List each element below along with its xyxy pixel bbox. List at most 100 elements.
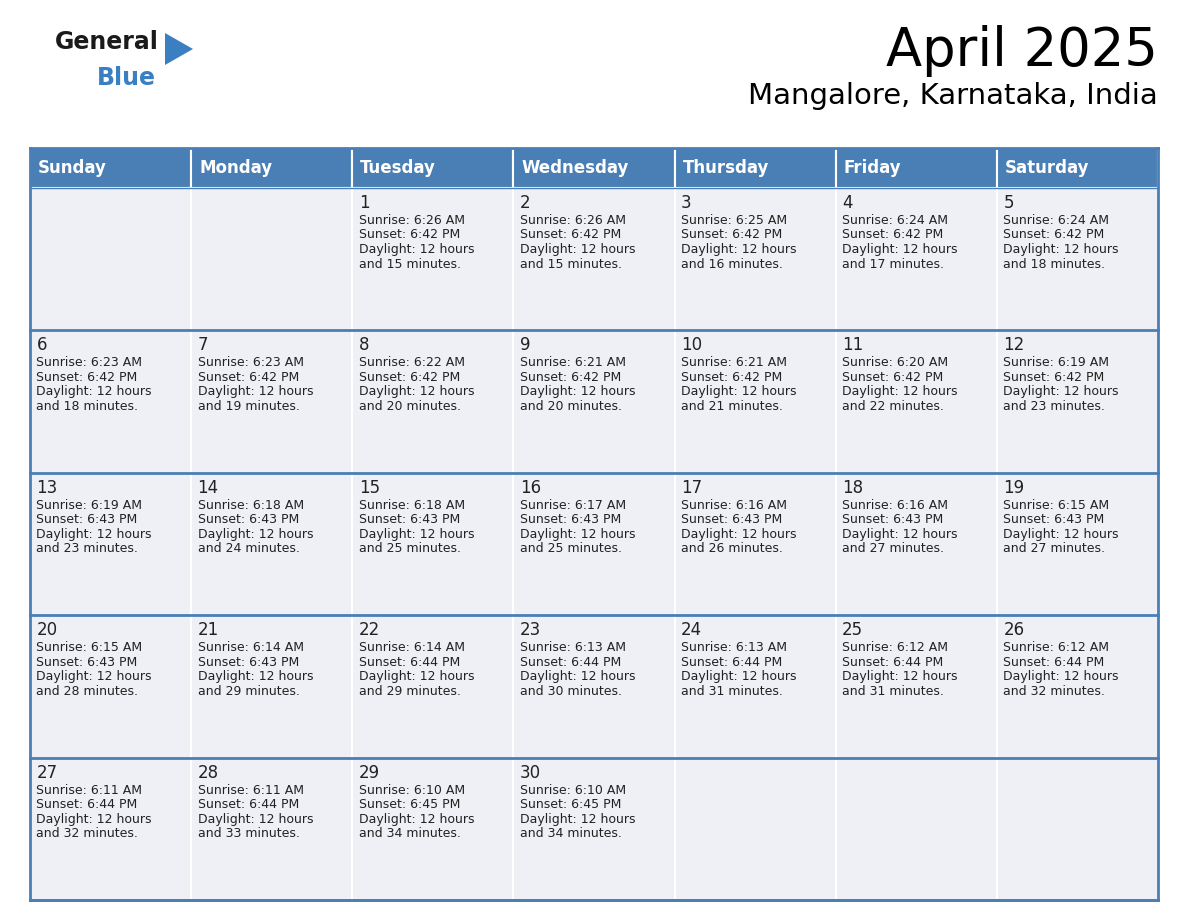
Text: Saturday: Saturday [1005, 159, 1089, 177]
Text: 23: 23 [520, 621, 541, 639]
Text: Friday: Friday [843, 159, 902, 177]
Text: 15: 15 [359, 479, 380, 497]
Text: and 29 minutes.: and 29 minutes. [197, 685, 299, 698]
Text: and 20 minutes.: and 20 minutes. [359, 400, 461, 413]
Text: and 34 minutes.: and 34 minutes. [359, 827, 461, 840]
Text: Daylight: 12 hours: Daylight: 12 hours [359, 386, 474, 398]
Text: Sunset: 6:42 PM: Sunset: 6:42 PM [520, 229, 621, 241]
Text: Sunset: 6:44 PM: Sunset: 6:44 PM [359, 655, 460, 668]
Text: Sunrise: 6:15 AM: Sunrise: 6:15 AM [37, 641, 143, 655]
Text: Sunset: 6:44 PM: Sunset: 6:44 PM [520, 655, 621, 668]
Bar [997, 330, 1158, 473]
Text: 3: 3 [681, 194, 691, 212]
Text: Sunrise: 6:26 AM: Sunrise: 6:26 AM [359, 214, 465, 227]
Text: 27: 27 [37, 764, 57, 781]
Text: Daylight: 12 hours: Daylight: 12 hours [1004, 670, 1119, 683]
Text: and 29 minutes.: and 29 minutes. [359, 685, 461, 698]
Bar [30, 757, 191, 900]
Text: and 27 minutes.: and 27 minutes. [842, 543, 944, 555]
Text: Sunset: 6:42 PM: Sunset: 6:42 PM [359, 229, 460, 241]
Text: Sunset: 6:45 PM: Sunset: 6:45 PM [359, 798, 460, 812]
Text: Daylight: 12 hours: Daylight: 12 hours [681, 670, 796, 683]
Bar [513, 148, 675, 188]
Text: Daylight: 12 hours: Daylight: 12 hours [520, 528, 636, 541]
Text: Wednesday: Wednesday [522, 159, 628, 177]
Text: Sunrise: 6:10 AM: Sunrise: 6:10 AM [359, 784, 465, 797]
Text: Daylight: 12 hours: Daylight: 12 hours [1004, 528, 1119, 541]
Bar [675, 148, 835, 188]
Text: 17: 17 [681, 479, 702, 497]
Text: and 19 minutes.: and 19 minutes. [197, 400, 299, 413]
Text: Sunrise: 6:23 AM: Sunrise: 6:23 AM [197, 356, 304, 369]
Text: 29: 29 [359, 764, 380, 781]
Text: 18: 18 [842, 479, 864, 497]
Text: Sunrise: 6:21 AM: Sunrise: 6:21 AM [520, 356, 626, 369]
Text: Sunrise: 6:24 AM: Sunrise: 6:24 AM [1004, 214, 1110, 227]
Text: and 18 minutes.: and 18 minutes. [37, 400, 139, 413]
Text: Sunset: 6:42 PM: Sunset: 6:42 PM [681, 229, 782, 241]
Bar [997, 615, 1158, 757]
Bar [30, 148, 191, 188]
Text: Sunrise: 6:19 AM: Sunrise: 6:19 AM [37, 498, 143, 512]
Text: Sunset: 6:43 PM: Sunset: 6:43 PM [359, 513, 460, 526]
Text: Sunrise: 6:15 AM: Sunrise: 6:15 AM [1004, 498, 1110, 512]
Text: and 23 minutes.: and 23 minutes. [37, 543, 138, 555]
Bar [30, 330, 191, 473]
Text: Sunrise: 6:20 AM: Sunrise: 6:20 AM [842, 356, 948, 369]
Text: April 2025: April 2025 [886, 25, 1158, 77]
Text: Sunset: 6:43 PM: Sunset: 6:43 PM [197, 513, 299, 526]
Bar [191, 330, 353, 473]
Text: 8: 8 [359, 336, 369, 354]
Text: Sunset: 6:43 PM: Sunset: 6:43 PM [1004, 513, 1105, 526]
Text: and 17 minutes.: and 17 minutes. [842, 258, 944, 271]
Text: Sunrise: 6:13 AM: Sunrise: 6:13 AM [520, 641, 626, 655]
Text: Sunset: 6:42 PM: Sunset: 6:42 PM [197, 371, 299, 384]
Bar [835, 148, 997, 188]
Text: 13: 13 [37, 479, 58, 497]
Text: and 25 minutes.: and 25 minutes. [520, 543, 621, 555]
Text: Daylight: 12 hours: Daylight: 12 hours [681, 528, 796, 541]
Bar [835, 330, 997, 473]
Text: Sunset: 6:42 PM: Sunset: 6:42 PM [842, 229, 943, 241]
Text: Sunrise: 6:10 AM: Sunrise: 6:10 AM [520, 784, 626, 797]
Text: Sunrise: 6:18 AM: Sunrise: 6:18 AM [197, 498, 304, 512]
Text: Sunset: 6:42 PM: Sunset: 6:42 PM [842, 371, 943, 384]
Bar [997, 188, 1158, 330]
Text: 4: 4 [842, 194, 853, 212]
Text: Mangalore, Karnataka, India: Mangalore, Karnataka, India [748, 82, 1158, 110]
Text: Daylight: 12 hours: Daylight: 12 hours [37, 812, 152, 825]
Text: Daylight: 12 hours: Daylight: 12 hours [197, 670, 314, 683]
Text: 24: 24 [681, 621, 702, 639]
Text: Sunrise: 6:13 AM: Sunrise: 6:13 AM [681, 641, 786, 655]
Bar [675, 615, 835, 757]
Text: Sunset: 6:42 PM: Sunset: 6:42 PM [681, 371, 782, 384]
Bar [191, 615, 353, 757]
Text: and 30 minutes.: and 30 minutes. [520, 685, 621, 698]
Bar [513, 330, 675, 473]
Bar [675, 473, 835, 615]
Text: 6: 6 [37, 336, 48, 354]
Bar [353, 330, 513, 473]
Bar [191, 473, 353, 615]
Bar [353, 615, 513, 757]
Text: 14: 14 [197, 479, 219, 497]
Bar [513, 757, 675, 900]
Text: Daylight: 12 hours: Daylight: 12 hours [1004, 243, 1119, 256]
Text: and 31 minutes.: and 31 minutes. [842, 685, 944, 698]
Bar [353, 188, 513, 330]
Text: Daylight: 12 hours: Daylight: 12 hours [359, 528, 474, 541]
Bar [997, 148, 1158, 188]
Text: and 28 minutes.: and 28 minutes. [37, 685, 139, 698]
Text: 12: 12 [1004, 336, 1024, 354]
Text: Daylight: 12 hours: Daylight: 12 hours [359, 670, 474, 683]
Bar [191, 188, 353, 330]
Text: Daylight: 12 hours: Daylight: 12 hours [842, 528, 958, 541]
Text: 11: 11 [842, 336, 864, 354]
Text: Sunset: 6:44 PM: Sunset: 6:44 PM [1004, 655, 1105, 668]
Text: Sunrise: 6:12 AM: Sunrise: 6:12 AM [842, 641, 948, 655]
Text: Sunrise: 6:16 AM: Sunrise: 6:16 AM [842, 498, 948, 512]
Text: Sunrise: 6:17 AM: Sunrise: 6:17 AM [520, 498, 626, 512]
Text: Tuesday: Tuesday [360, 159, 436, 177]
Text: Sunset: 6:44 PM: Sunset: 6:44 PM [37, 798, 138, 812]
Text: Sunset: 6:44 PM: Sunset: 6:44 PM [197, 798, 299, 812]
